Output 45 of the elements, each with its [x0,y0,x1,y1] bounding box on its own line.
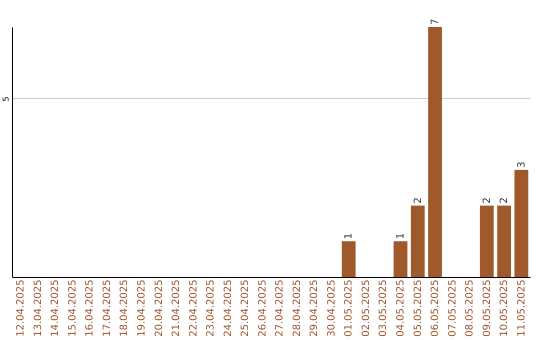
x-tick-label: 10.05.2025 [499,280,510,337]
x-tick-label: 28.04.2025 [292,280,303,337]
x-tick-label: 06.05.2025 [430,280,442,337]
data-label: 2 [482,197,493,204]
x-tick-label: 21.04.2025 [171,280,182,337]
x-tick-label: 13.04.2025 [32,280,44,337]
y-tick-label: 5 [2,96,10,102]
bar [394,241,408,277]
x-tick-label: 27.04.2025 [274,280,286,337]
x-tick-label: 24.04.2025 [222,280,234,337]
x-tick-label: 17.04.2025 [102,280,113,337]
x-tick-label: 25.04.2025 [240,280,252,337]
x-tick-label: 16.04.2025 [84,280,96,337]
data-label: 2 [499,197,510,204]
bar [497,206,512,277]
x-tick-label: 09.05.2025 [482,280,493,337]
bar [480,206,494,277]
x-tick-label: 18.04.2025 [119,280,130,337]
x-tick-label: 15.04.2025 [67,280,78,337]
x-tick-label: 23.04.2025 [206,280,217,337]
bar [428,27,442,277]
bar [410,206,425,277]
bar [514,170,528,277]
data-label: 1 [396,232,406,240]
x-tick-label: 14.04.2025 [50,280,62,337]
x-tick-label: 08.05.2025 [464,280,476,337]
x-tick-label: 20.04.2025 [154,280,165,337]
x-tick-label: 29.04.2025 [309,280,320,337]
x-tick-label: 07.05.2025 [447,280,458,337]
data-label: 1 [344,232,355,240]
x-tick-label: 01.05.2025 [344,280,355,337]
x-tick-label: 05.05.2025 [412,280,424,337]
data-label: 2 [412,197,424,204]
x-tick-label: 11.05.2025 [516,280,528,337]
data-label: 3 [516,161,528,168]
x-tick-label: 03.05.2025 [378,280,390,337]
x-tick-label: 19.04.2025 [136,280,148,337]
x-tick-label: 04.05.2025 [396,280,406,337]
x-tick-label: 02.05.2025 [360,280,372,337]
x-tick-label: 22.04.2025 [188,280,200,337]
x-tick-label: 30.04.2025 [326,280,338,337]
x-tick-label: 26.04.2025 [257,280,268,337]
data-label: 7 [430,18,442,25]
x-tick-label: 12.04.2025 [16,280,27,337]
bar [342,241,356,277]
